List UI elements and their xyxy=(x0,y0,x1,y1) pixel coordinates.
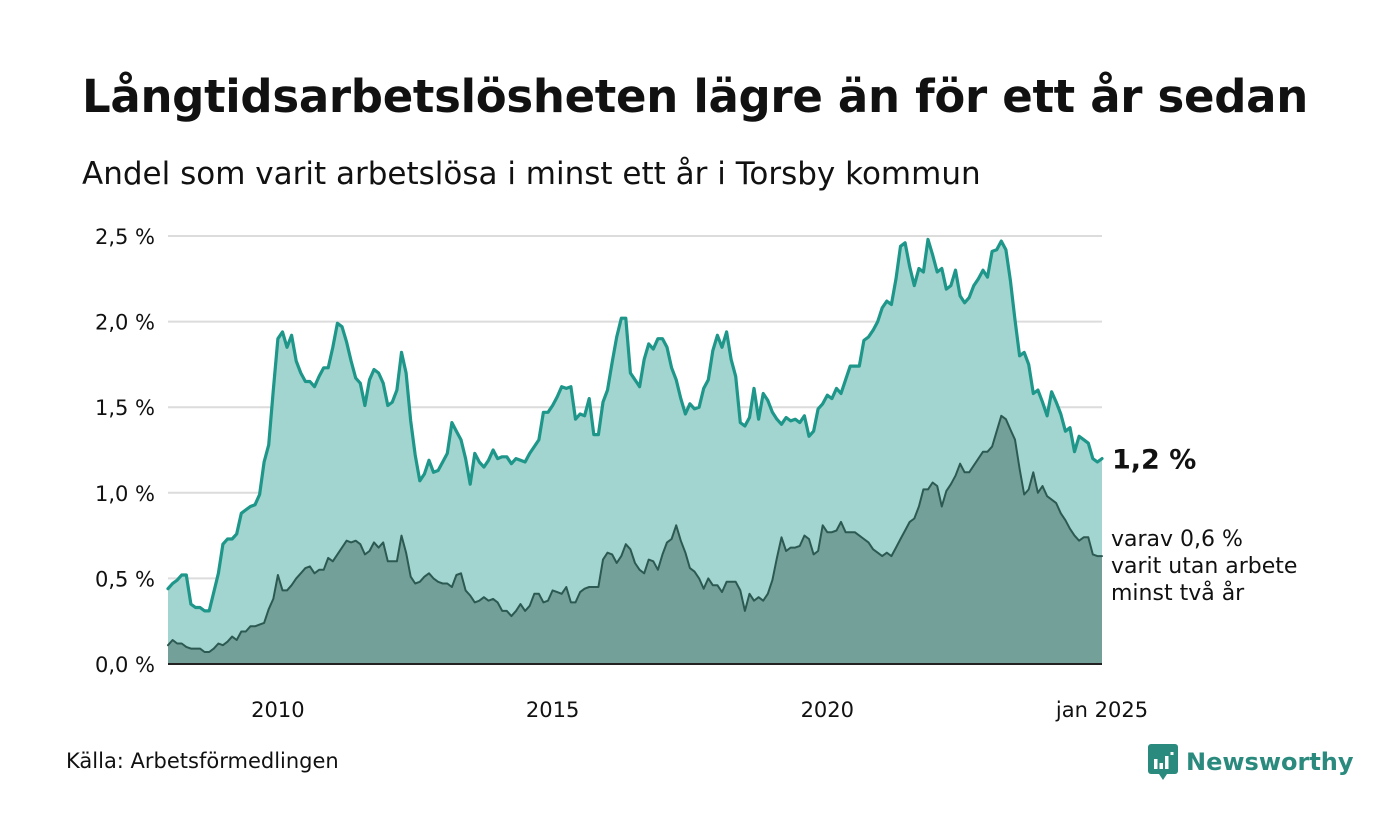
chart-title: Långtidsarbetslösheten lägre än för ett … xyxy=(82,70,1308,123)
line-two-year xyxy=(167,414,1103,653)
end-label-one-year: 1,2 % xyxy=(1112,445,1196,476)
newsworthy-logo-icon xyxy=(1148,744,1178,780)
y-tick-label: 0,0 % xyxy=(95,653,155,677)
area-two-year-fill xyxy=(168,415,1102,664)
x-tick-label: 2020 xyxy=(801,698,854,722)
x-tick-label: jan 2025 xyxy=(1055,698,1148,722)
line-one-year xyxy=(166,237,1104,613)
x-tick-label: 2015 xyxy=(526,698,579,722)
end-label-two-year-line: varav 0,6 % xyxy=(1111,527,1243,552)
y-tick-label: 1,5 % xyxy=(95,396,155,420)
y-tick-label: 2,5 % xyxy=(95,225,155,249)
end-label-two-year-line: minst två år xyxy=(1111,580,1245,606)
axes: 0,0 % 0,5 % 1,0 % 1,5 % 2,0 % 2,5 % 2010 2015 20… xyxy=(95,225,1148,722)
x-tick-label: 2010 xyxy=(251,698,304,722)
y-tick-label: 0,5 % xyxy=(95,567,155,591)
source-note: Källa: Arbetsförmedlingen xyxy=(66,749,339,773)
y-tick-label: 1,0 % xyxy=(95,482,155,506)
newsworthy-logo-text: Newsworthy xyxy=(1186,748,1354,776)
end-label-two-year-line: varit utan arbete xyxy=(1111,554,1297,579)
area-series xyxy=(166,237,1104,664)
y-tick-label: 2,0 % xyxy=(95,311,155,335)
chart-subtitle: Andel som varit arbetslösa i minst ett å… xyxy=(82,156,981,192)
newsworthy-logo: Newsworthy xyxy=(1148,742,1354,782)
